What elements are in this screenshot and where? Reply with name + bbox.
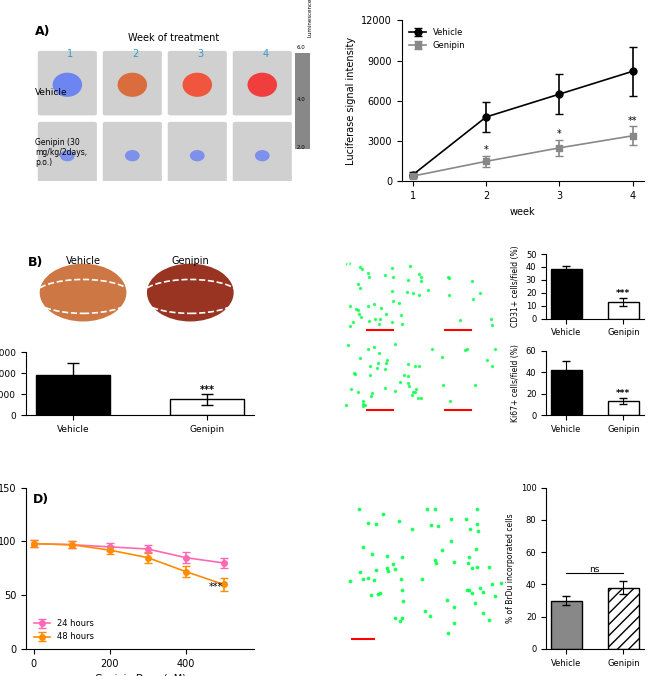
Text: Vehicle: Vehicle <box>367 256 402 266</box>
FancyBboxPatch shape <box>168 122 227 187</box>
FancyBboxPatch shape <box>38 51 97 116</box>
Y-axis label: % of BrDu incorporated cells: % of BrDu incorporated cells <box>506 514 515 623</box>
Text: *: * <box>557 129 562 139</box>
Legend: Vehicle, Genipin: Vehicle, Genipin <box>406 24 469 53</box>
Text: Genipin: Genipin <box>172 256 209 266</box>
Text: Vehicle: Vehicle <box>66 256 101 266</box>
Text: ns: ns <box>590 564 600 573</box>
Point <box>519 232 530 243</box>
Bar <box>551 270 582 318</box>
Ellipse shape <box>183 72 212 97</box>
Text: 2.0: 2.0 <box>296 145 305 150</box>
Text: D): D) <box>33 493 49 506</box>
Ellipse shape <box>255 150 270 162</box>
Bar <box>36 375 110 415</box>
Text: Genipin: Genipin <box>448 256 486 266</box>
Text: Genipin 8μM: Genipin 8μM <box>432 489 493 500</box>
Bar <box>608 587 639 649</box>
Y-axis label: Luciferase signal intensity: Luciferase signal intensity <box>346 37 356 165</box>
Text: *: * <box>484 145 488 155</box>
Text: 2: 2 <box>132 49 138 59</box>
FancyBboxPatch shape <box>103 122 162 187</box>
Text: 3: 3 <box>197 49 203 59</box>
Legend: 24 hours, 48 hours: 24 hours, 48 hours <box>30 616 97 645</box>
Ellipse shape <box>118 72 147 97</box>
Text: Genipin (30
mg/kg/2days,
p.o.): Genipin (30 mg/kg/2days, p.o.) <box>35 137 87 168</box>
Text: ***: *** <box>616 289 630 298</box>
FancyBboxPatch shape <box>103 51 162 116</box>
Ellipse shape <box>147 264 233 322</box>
X-axis label: Genipin Dose (μM): Genipin Dose (μM) <box>95 674 186 676</box>
Text: E): E) <box>337 489 351 502</box>
Text: 1: 1 <box>67 49 73 59</box>
Ellipse shape <box>53 72 82 97</box>
Bar <box>170 400 244 415</box>
Text: 6.0: 6.0 <box>296 45 305 50</box>
Ellipse shape <box>190 150 205 162</box>
Y-axis label: CD31+ cells/field (%): CD31+ cells/field (%) <box>511 245 520 327</box>
Ellipse shape <box>60 150 75 162</box>
Text: C): C) <box>337 256 352 268</box>
Ellipse shape <box>248 72 277 97</box>
Text: 4.0: 4.0 <box>296 97 305 102</box>
Text: Week of treatment: Week of treatment <box>128 33 219 43</box>
FancyBboxPatch shape <box>233 122 292 187</box>
Text: ***: *** <box>209 582 224 592</box>
Ellipse shape <box>40 264 126 322</box>
Ellipse shape <box>125 150 140 162</box>
X-axis label: week: week <box>510 207 536 217</box>
FancyBboxPatch shape <box>294 53 309 149</box>
Bar <box>608 301 639 318</box>
FancyBboxPatch shape <box>168 51 227 116</box>
Text: ***: *** <box>200 385 214 395</box>
Text: Vehicle: Vehicle <box>35 89 68 97</box>
Bar <box>551 600 582 649</box>
Point <box>569 93 580 103</box>
Text: ***: *** <box>616 389 630 398</box>
Text: Vehicle: Vehicle <box>367 489 402 500</box>
Bar <box>608 402 639 415</box>
Point <box>629 116 639 126</box>
Text: Luminescence: Luminescence <box>307 0 313 37</box>
Bar <box>551 370 582 415</box>
FancyBboxPatch shape <box>233 51 292 116</box>
FancyBboxPatch shape <box>38 122 97 187</box>
Text: A): A) <box>35 25 50 38</box>
Y-axis label: Ki67+ cells/field (%): Ki67+ cells/field (%) <box>511 344 520 422</box>
Text: 4: 4 <box>262 49 268 59</box>
Text: B): B) <box>29 256 44 269</box>
Text: **: ** <box>628 116 637 126</box>
